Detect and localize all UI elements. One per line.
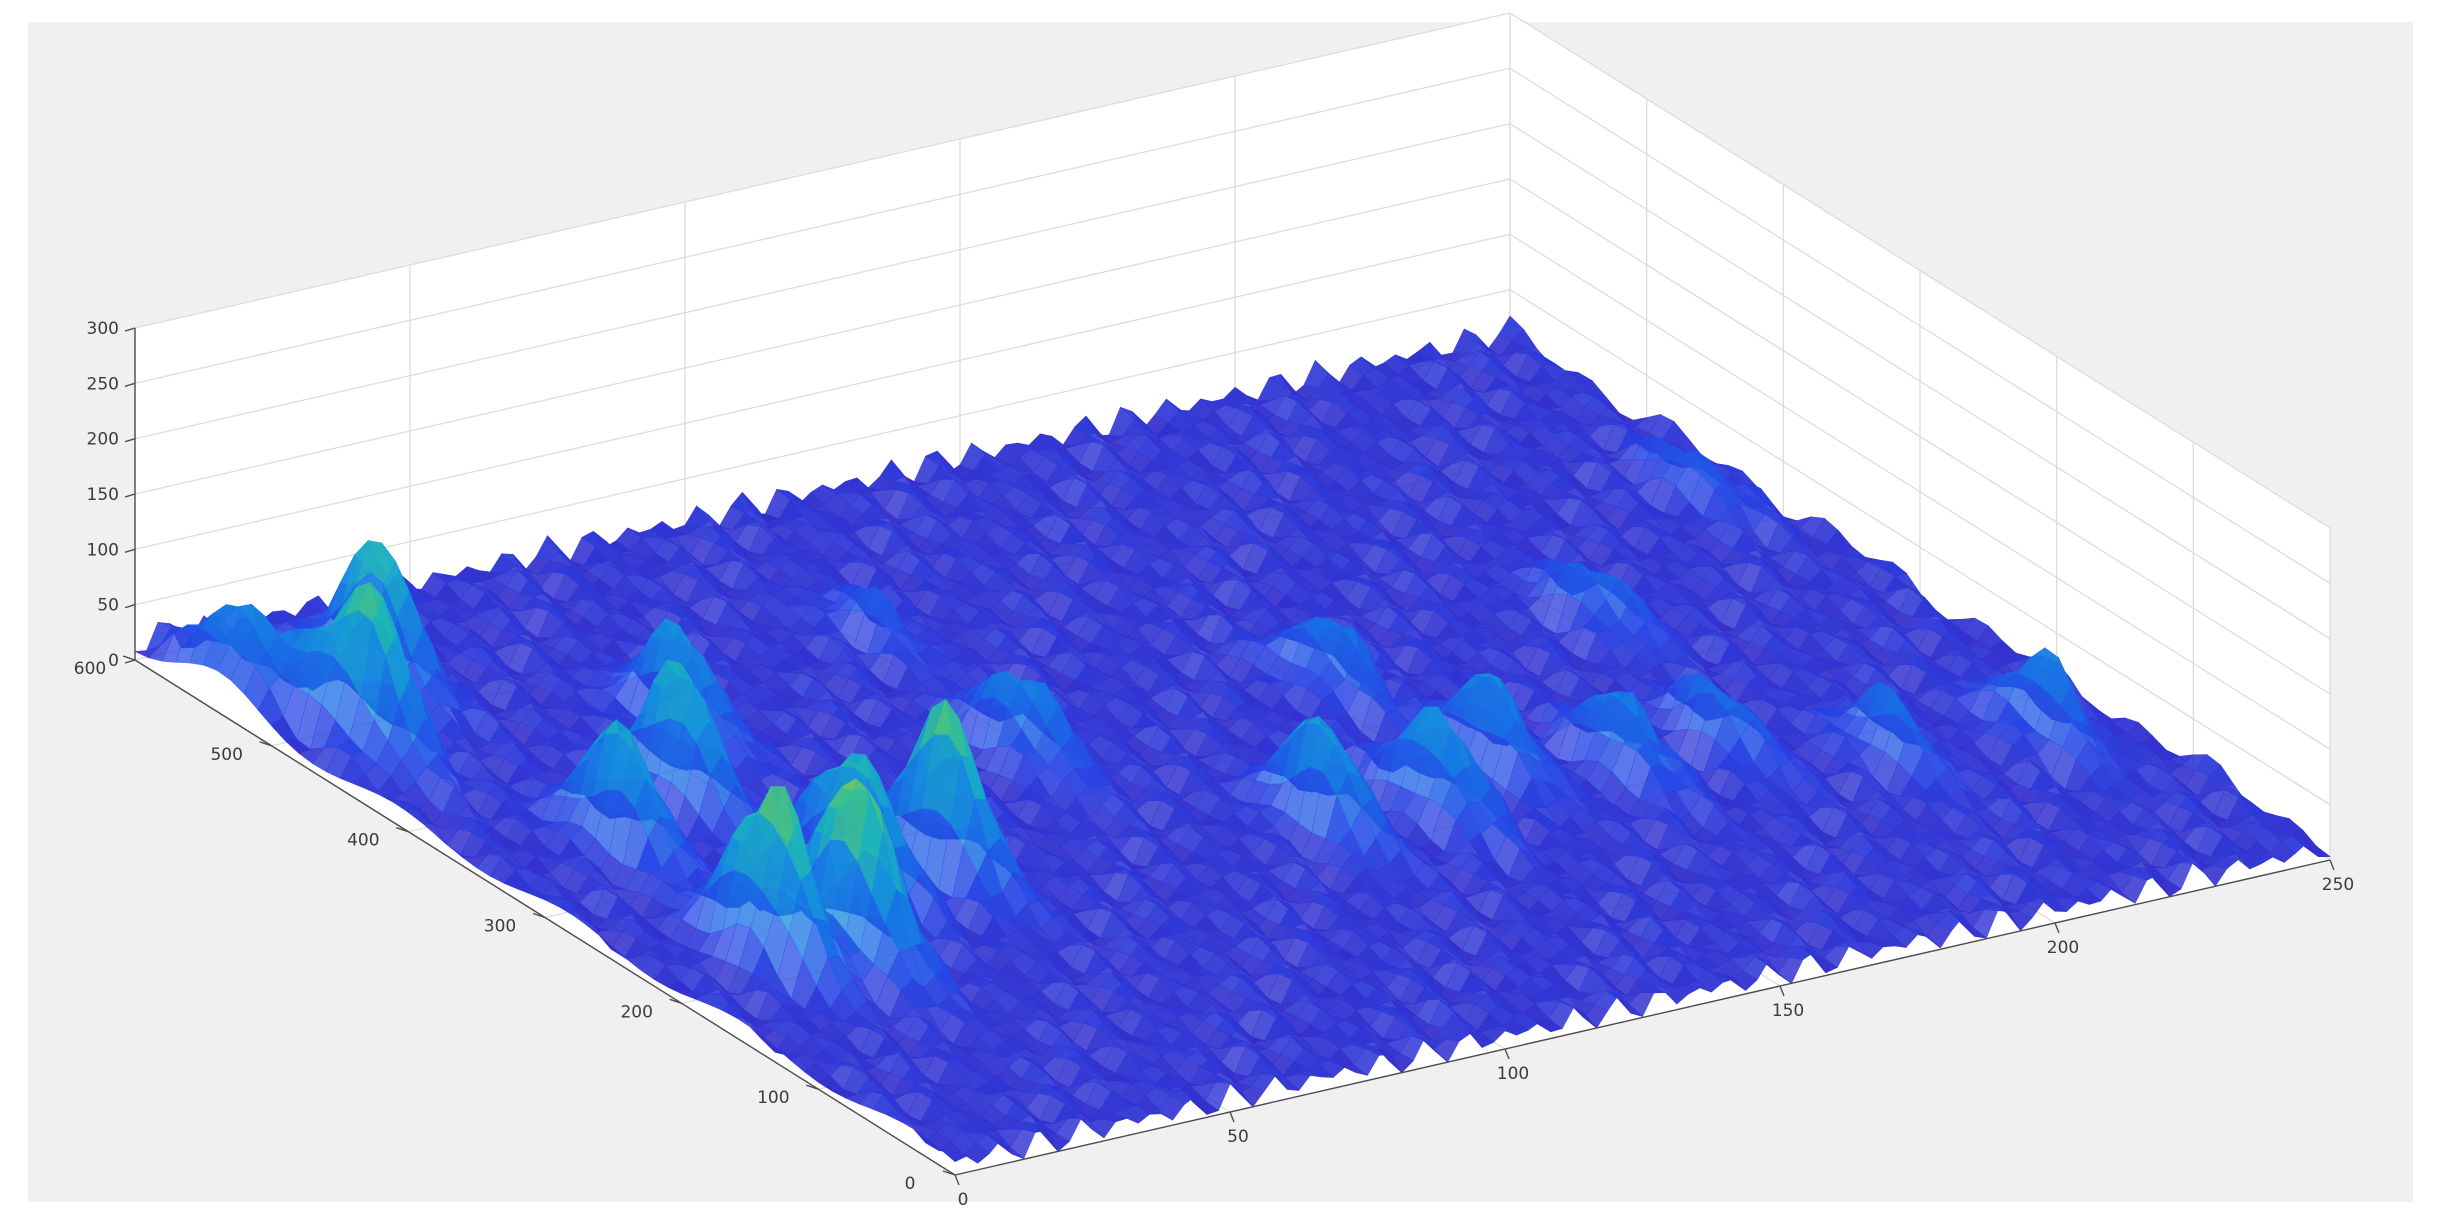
surface-mesh [133, 315, 2331, 1164]
z-grid-line [134, 123, 1511, 440]
z-grid-line [134, 12, 1511, 329]
z-grid-line [134, 233, 1511, 550]
z-grid-line [134, 178, 1511, 495]
z-grid-line [134, 67, 1511, 384]
